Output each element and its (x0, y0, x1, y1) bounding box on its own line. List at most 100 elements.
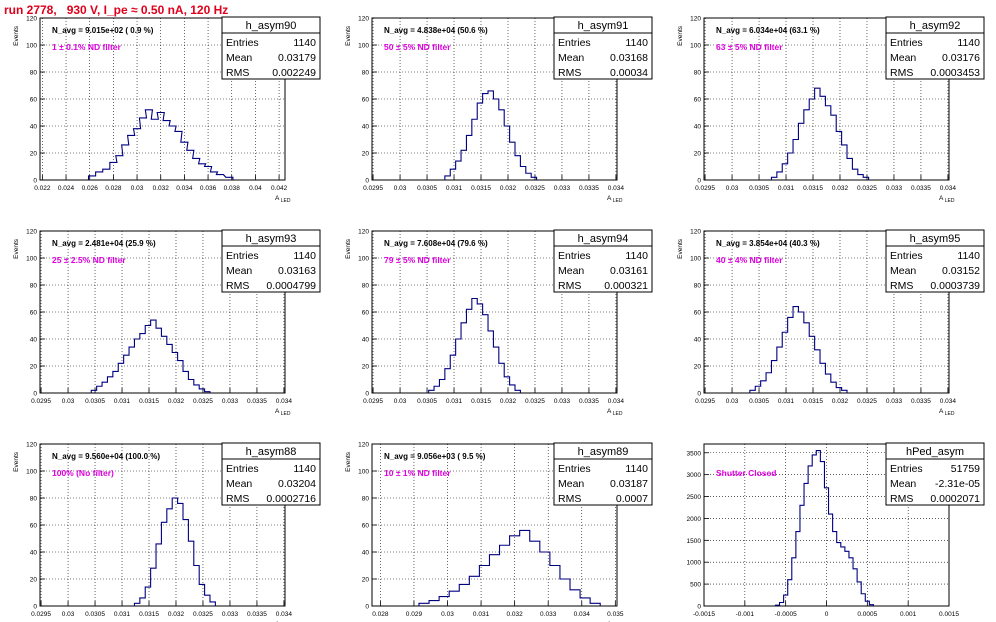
x-tick-label: 0.0335 (911, 185, 931, 192)
stat-box (221, 16, 321, 80)
y-tick-label: 40 (30, 337, 38, 344)
x-tick-label: 0.03 (62, 398, 75, 405)
stat-value: 0.03187 (610, 478, 648, 490)
x-tick-label: 0.028 (105, 185, 122, 192)
y-tick-label: 60 (694, 310, 702, 317)
x-tick-label: 0.0305 (417, 185, 437, 192)
y-tick-label: 20 (30, 364, 38, 371)
x-tick-label: 0.03 (394, 185, 407, 192)
x-tick-label: 0.04 (249, 185, 262, 192)
y-tick-label: 0 (33, 604, 37, 611)
y-tick-label: 0 (365, 604, 369, 611)
stat-box (221, 229, 321, 293)
stat-label: RMS (890, 67, 913, 79)
x-tick-label: 0.032 (832, 185, 849, 192)
y-tick-label: 100 (690, 43, 701, 50)
x-tick-label: 0.0315 (471, 185, 491, 192)
y-tick-label: 20 (30, 151, 38, 158)
x-axis-title: A LED (607, 195, 623, 204)
x-tick-label: 0.0005 (857, 611, 877, 618)
stat-label: RMS (226, 493, 249, 505)
x-tick-label: 0.0335 (911, 398, 931, 405)
x-tick-label: 0.03 (394, 398, 407, 405)
x-tick-label: 0.031 (778, 398, 795, 405)
x-tick-label: 0.033 (222, 611, 239, 618)
stat-value: 1140 (957, 37, 980, 49)
y-tick-label: 40 (362, 550, 370, 557)
x-tick-label: 0.0295 (695, 185, 715, 192)
stat-label: RMS (558, 67, 581, 79)
histogram-panel-h_asym89: 0.028 0.029 0.03 0.031 0.032 0.033 0.034 0.035 0… (345, 442, 653, 622)
y-tick-label: 0 (365, 391, 369, 398)
stat-value: 1140 (293, 463, 316, 475)
x-tick-label: 0.034 (176, 185, 193, 192)
x-tick-label: 0.0325 (857, 398, 877, 405)
x-tick-label: 0.0325 (193, 398, 213, 405)
y-tick-label: 40 (30, 124, 38, 131)
x-axis-title: A LED (275, 195, 291, 204)
y-tick-label: 0 (33, 178, 37, 185)
x-tick-label: 0.0315 (139, 611, 159, 618)
x-tick-label: 0.0325 (525, 185, 545, 192)
x-tick-label: 0.034 (608, 398, 625, 405)
x-tick-label: 0.0305 (417, 398, 437, 405)
histogram-line (444, 90, 538, 180)
x-tick-label: 0.033 (554, 185, 571, 192)
y-tick-label: 60 (362, 523, 370, 530)
stat-box-title: h_asym95 (910, 233, 961, 245)
filter-annotation: 100% (No filter) (52, 468, 114, 478)
x-tick-label: 0.0305 (85, 398, 105, 405)
y-tick-label: 80 (362, 70, 370, 77)
stat-value: 0.0002716 (266, 493, 316, 505)
histogram-panel-h_asym91: 0.0295 0.03 0.0305 0.031 0.0315 0.032 0.0325 0.… (345, 16, 653, 204)
x-tick-label: 0.032 (500, 398, 517, 405)
x-tick-label: 0.0315 (139, 398, 159, 405)
y-tick-label: 40 (362, 337, 370, 344)
y-axis-title: Events (13, 25, 20, 46)
histogram-line (133, 497, 216, 606)
stat-label: Mean (226, 478, 252, 490)
y-tick-label: 0 (697, 391, 701, 398)
y-tick-label: 80 (694, 283, 702, 290)
stat-label: Entries (558, 463, 591, 475)
x-tick-label: 0.031 (114, 611, 131, 618)
x-tick-label: 0.03 (726, 398, 739, 405)
y-tick-label: 80 (362, 496, 370, 503)
x-tick-label: 0.0295 (363, 185, 383, 192)
stat-value: 0.03204 (278, 478, 316, 490)
stat-label: Entries (226, 463, 259, 475)
x-tick-label: 0.0015 (939, 611, 959, 618)
x-tick-label: 0.029 (406, 611, 423, 618)
y-tick-label: 500 (690, 582, 701, 589)
stat-label: Mean (890, 478, 916, 490)
stat-value: 0.03161 (610, 265, 648, 277)
stat-box-title: h_asym93 (246, 233, 297, 245)
y-tick-label: 60 (694, 97, 702, 104)
y-tick-label: 80 (30, 283, 38, 290)
x-tick-label: 0.0325 (193, 611, 213, 618)
x-tick-label: 0.03 (62, 611, 75, 618)
y-axis-title: Events (677, 25, 684, 46)
stat-value: 1140 (957, 250, 980, 262)
y-tick-label: 120 (26, 442, 37, 449)
stat-box-title: h_asym88 (246, 446, 297, 458)
histogram-panel-h_asym92: 0.0295 0.03 0.0305 0.031 0.0315 0.032 0.0325 0.… (677, 16, 985, 204)
x-tick-label: 0.03 (131, 185, 144, 192)
stat-label: Mean (558, 52, 584, 64)
histogram-panel-h_asym88: 0.0295 0.03 0.0305 0.031 0.0315 0.032 0.0325 0.… (13, 442, 321, 622)
y-axis-title: Events (13, 238, 20, 259)
x-tick-label: 0.032 (832, 398, 849, 405)
x-tick-label: 0.033 (540, 611, 557, 618)
stat-label: Mean (890, 52, 916, 64)
x-tick-label: 0.0315 (471, 398, 491, 405)
stat-value: 0.03176 (942, 52, 980, 64)
y-tick-label: 120 (690, 16, 701, 23)
navg-label: N_avg = 2.481e+04 (25.9 %) (52, 239, 156, 248)
y-tick-label: 40 (694, 337, 702, 344)
histogram-line (749, 306, 848, 393)
filter-annotation: Shutter Closed (716, 468, 776, 478)
stat-box (553, 442, 653, 506)
stat-label: Entries (558, 250, 591, 262)
stat-value: 0.0003453 (930, 67, 980, 79)
x-tick-label: 0.031 (778, 185, 795, 192)
